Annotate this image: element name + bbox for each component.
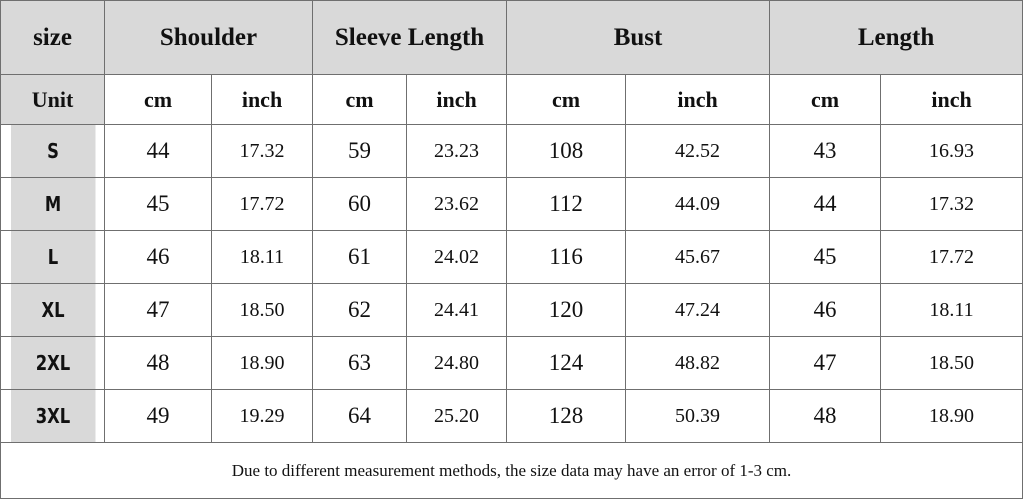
bust-inch-cell: 47.24	[625, 283, 771, 337]
shoulder-cm-cell: 46	[104, 230, 212, 284]
shoulder-inch-cell: 17.32	[210, 124, 314, 178]
table-row: 3XL 49 19.29 64 25.20 128 50.39 48 18.90	[1, 389, 1024, 443]
note-row: Due to different measurement methods, th…	[0, 442, 1024, 499]
bust-cm-cell: 116	[506, 230, 627, 284]
sleeve-inch-cell: 23.62	[406, 177, 508, 231]
table-row: L 46 18.11 61 24.02 116 45.67 45 17.72	[1, 230, 1024, 284]
sleeve-inch-cell: 24.80	[406, 336, 508, 390]
size-label: S	[9, 124, 96, 178]
length-cm-cell: 45	[769, 230, 882, 284]
sleeve-cm-cell: 59	[312, 124, 408, 178]
shoulder-cm-cell: 49	[104, 389, 212, 443]
bust-inch-cell: 50.39	[625, 389, 771, 443]
sleeve-inch-cell: 24.41	[406, 283, 508, 337]
sleeve-cm-cell: 64	[312, 389, 408, 443]
length-inch-cell: 18.50	[880, 336, 1024, 390]
sleeve-cm-cell: 61	[312, 230, 408, 284]
size-label: L	[9, 230, 96, 284]
length-inch-cell: 17.72	[880, 230, 1024, 284]
shoulder-inch-cell: 18.11	[210, 230, 314, 284]
table-row: 2XL 48 18.90 63 24.80 124 48.82 47 18.50	[1, 336, 1024, 390]
sleeve-cm-cell: 62	[312, 283, 408, 337]
unit-row: Unit cm inch cm inch cm inch cm inch	[0, 74, 1024, 125]
bust-inch-cell: 45.67	[625, 230, 771, 284]
shoulder-cm-cell: 48	[104, 336, 212, 390]
bust-inch-unit: inch	[625, 74, 771, 125]
shoulder-cm-cell: 47	[104, 283, 212, 337]
shoulder-inch-unit: inch	[210, 74, 314, 125]
bust-inch-cell: 44.09	[625, 177, 771, 231]
sleeve-length-header: Sleeve Length	[312, 0, 508, 75]
sleeve-cm-cell: 63	[312, 336, 408, 390]
length-inch-cell: 17.32	[880, 177, 1024, 231]
bust-cm-cell: 124	[506, 336, 627, 390]
table-row: S 44 17.32 59 23.23 108 42.52 43 16.93	[1, 124, 1024, 178]
length-inch-unit: inch	[880, 74, 1024, 125]
size-label: 3XL	[9, 389, 96, 443]
bust-cm-unit: cm	[506, 74, 627, 125]
bust-inch-cell: 42.52	[625, 124, 771, 178]
bust-inch-cell: 48.82	[625, 336, 771, 390]
length-inch-cell: 18.11	[880, 283, 1024, 337]
bust-header: Bust	[506, 0, 771, 75]
shoulder-inch-cell: 18.50	[210, 283, 314, 337]
sleeve-inch-cell: 23.23	[406, 124, 508, 178]
shoulder-inch-cell: 17.72	[210, 177, 314, 231]
size-label: M	[9, 177, 96, 231]
size-label: XL	[9, 283, 96, 337]
table-row: M 45 17.72 60 23.62 112 44.09 44 17.32	[1, 177, 1024, 231]
shoulder-cm-cell: 44	[104, 124, 212, 178]
sleeve-cm-cell: 60	[312, 177, 408, 231]
header-row: size Shoulder Sleeve Length Bust Length	[0, 0, 1024, 75]
length-cm-cell: 48	[769, 389, 882, 443]
shoulder-inch-cell: 19.29	[210, 389, 314, 443]
shoulder-inch-cell: 18.90	[210, 336, 314, 390]
length-cm-cell: 44	[769, 177, 882, 231]
measurement-note: Due to different measurement methods, th…	[0, 442, 1024, 499]
size-label: 2XL	[9, 336, 96, 390]
length-inch-cell: 18.90	[880, 389, 1024, 443]
bust-cm-cell: 108	[506, 124, 627, 178]
length-cm-unit: cm	[769, 74, 882, 125]
sleeve-inch-cell: 24.02	[406, 230, 508, 284]
length-header: Length	[769, 0, 1024, 75]
bust-cm-cell: 112	[506, 177, 627, 231]
sleeve-inch-cell: 25.20	[406, 389, 508, 443]
length-inch-cell: 16.93	[880, 124, 1024, 178]
table-row: XL 47 18.50 62 24.41 120 47.24 46 18.11	[1, 283, 1024, 337]
size-header: size	[0, 0, 105, 75]
length-cm-cell: 47	[769, 336, 882, 390]
bust-cm-cell: 128	[506, 389, 627, 443]
sleeve-cm-unit: cm	[312, 74, 408, 125]
sleeve-inch-unit: inch	[406, 74, 508, 125]
bust-cm-cell: 120	[506, 283, 627, 337]
length-cm-cell: 43	[769, 124, 882, 178]
shoulder-cm-unit: cm	[104, 74, 212, 125]
shoulder-header: Shoulder	[103, 0, 314, 75]
length-cm-cell: 46	[769, 283, 882, 337]
shoulder-cm-cell: 45	[104, 177, 212, 231]
unit-label: Unit	[0, 74, 105, 125]
